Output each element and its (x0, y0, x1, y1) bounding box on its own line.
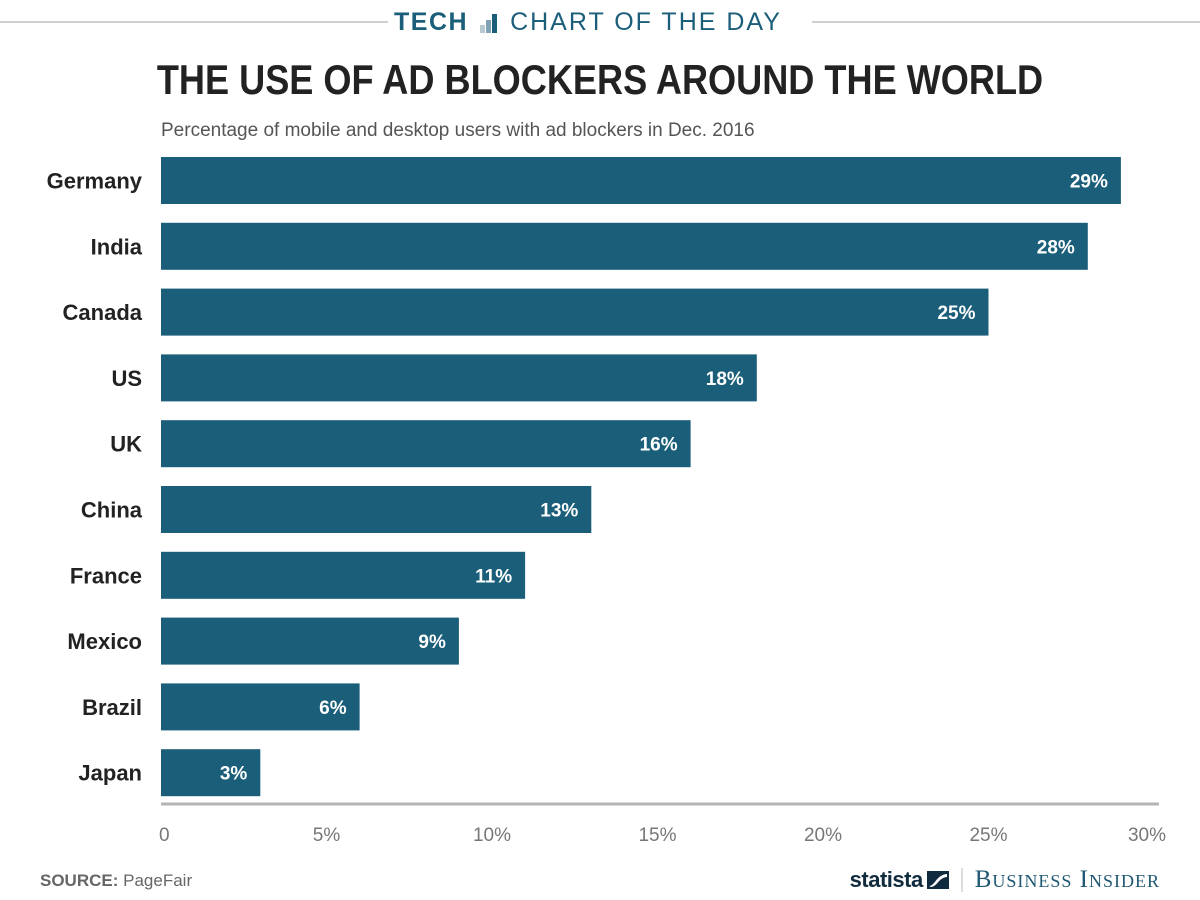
data-label: 13% (540, 501, 578, 522)
x-tick-label: 0 (159, 825, 170, 846)
bar-canada (161, 288, 989, 336)
statista-mark-icon (926, 871, 949, 889)
bar-chart-icon (478, 12, 500, 33)
category-label: UK (110, 432, 142, 457)
source-label: SOURCE: (40, 871, 119, 890)
chart-of-the-day-header: TECH CHART OF THE DAY (0, 0, 1200, 44)
data-label: 3% (220, 764, 248, 785)
bar-germany (161, 157, 1121, 204)
x-tick-label: 15% (638, 825, 676, 846)
bar-india (161, 222, 1088, 270)
bar-brazil (161, 683, 360, 731)
header-rule-right (812, 21, 1200, 23)
category-label: Brazil (82, 695, 142, 720)
category-label: Canada (63, 300, 143, 325)
bar-mexico (161, 617, 459, 665)
logo-divider (960, 868, 963, 892)
series-label: CHART OF THE DAY (510, 7, 782, 36)
chart-title: THE USE OF AD BLOCKERS AROUND THE WORLD (156, 56, 1044, 103)
category-label: Mexico (67, 629, 142, 654)
category-label: US (111, 366, 142, 391)
category-label: France (70, 563, 142, 588)
category-label: Germany (47, 169, 143, 194)
data-label: 6% (319, 698, 347, 719)
data-label: 11% (475, 566, 512, 587)
category-label: Japan (78, 761, 142, 786)
x-tick-label: 10% (473, 825, 511, 846)
x-tick-label: 20% (804, 825, 842, 846)
statista-logo: statista (850, 867, 949, 893)
bar-us (161, 354, 757, 402)
x-tick-label: 25% (969, 825, 1007, 846)
chart-subtitle: Percentage of mobile and desktop users w… (161, 120, 755, 141)
publisher-logos: statista Business Insider (850, 866, 1160, 894)
source-value: PageFair (123, 871, 193, 890)
data-label: 25% (937, 303, 975, 324)
source-note: SOURCE: PageFair (40, 871, 192, 891)
bar-uk (161, 420, 691, 468)
bar-france (161, 551, 526, 599)
bar-china (161, 486, 592, 533)
category-label: India (91, 234, 143, 259)
data-label: 9% (418, 632, 446, 653)
data-label: 16% (640, 435, 678, 456)
section-label: TECH (394, 7, 469, 36)
x-tick-label: 30% (1128, 825, 1166, 846)
statista-wordmark: statista (849, 867, 924, 892)
header-rule-left (0, 21, 388, 23)
x-tick-label: 5% (313, 825, 341, 846)
bar-japan (161, 749, 261, 797)
category-label: China (81, 498, 143, 523)
data-label: 28% (1037, 237, 1075, 258)
business-insider-logo: Business Insider (974, 866, 1160, 893)
data-label: 29% (1070, 172, 1108, 193)
data-label: 18% (706, 369, 744, 390)
header-label: TECH CHART OF THE DAY (394, 6, 782, 38)
